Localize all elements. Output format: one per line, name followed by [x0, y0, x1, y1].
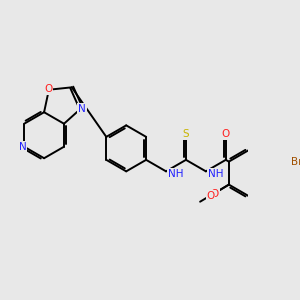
Text: N: N	[78, 104, 86, 114]
Text: O: O	[44, 84, 52, 94]
Text: Br: Br	[290, 157, 300, 166]
Text: S: S	[183, 129, 189, 140]
Text: O: O	[211, 189, 219, 199]
Text: NH: NH	[208, 169, 223, 179]
Text: O: O	[222, 129, 230, 140]
Text: NH: NH	[168, 169, 183, 179]
Text: O: O	[206, 191, 214, 201]
Text: N: N	[19, 142, 26, 152]
